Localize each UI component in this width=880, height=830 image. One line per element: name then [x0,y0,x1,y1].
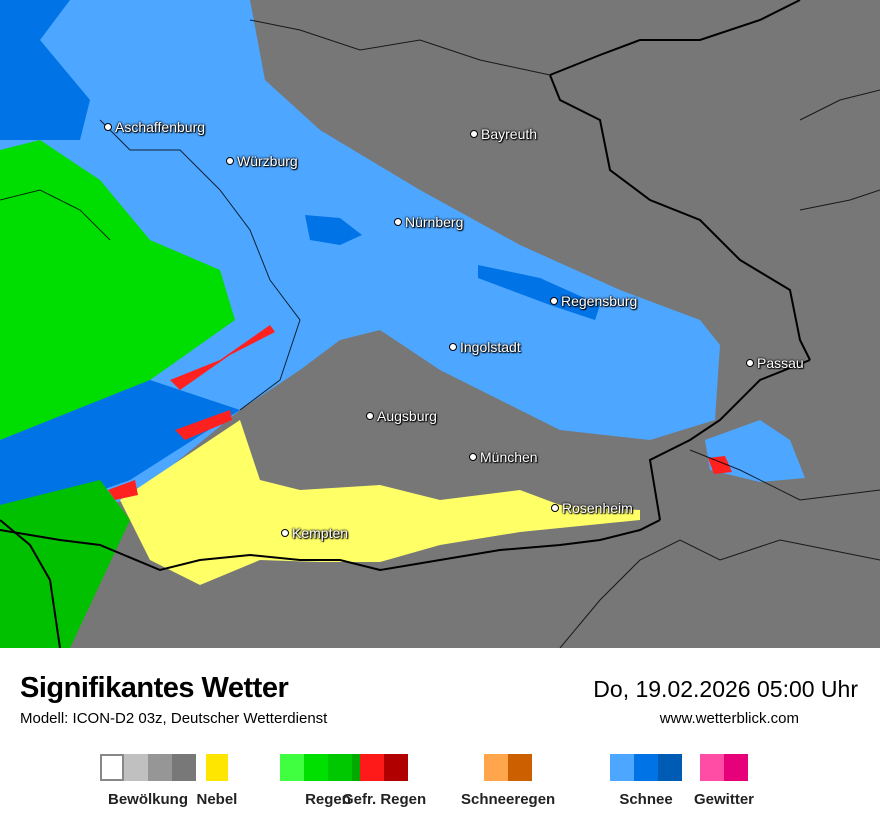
city-label: Kempten [292,525,349,541]
legend-item: Schnee [610,754,682,808]
city-label: Nürnberg [405,214,464,230]
legend-item: Nebel [196,754,238,808]
city-marker: München [469,449,538,465]
city-label: Passau [757,355,804,371]
city-marker: Kempten [281,525,348,541]
legend-label: Bewölkung [107,791,188,808]
city-marker: Nürnberg [394,214,463,230]
legend-label: Regen [305,791,351,808]
weather-map: Aschaffenburg Würzburg Bayreuth Nürnberg… [0,0,880,648]
legend-label: Gewitter [694,791,755,808]
legend-swatch [384,754,409,781]
legend-label: Gefr. Regen [342,791,427,808]
city-label: München [480,449,538,465]
city-marker: Bayreuth [470,126,537,142]
legend-swatches [205,754,228,781]
heavy-snow-area [0,0,90,140]
heavy-snow-regensburg [478,265,600,320]
footer: Signifikantes Wetter Modell: ICON-D2 03z… [0,648,880,830]
legend-swatch [124,754,148,781]
city-marker: Aschaffenburg [104,119,205,135]
legend-label: Schneeregen [461,791,556,808]
heavy-snow-band [0,380,240,510]
legend-item: Gefr. Regen [342,754,426,808]
legend-swatch [724,754,748,781]
website-link[interactable]: www.wetterblick.com [659,710,799,727]
freezing-rain [708,456,732,474]
legend-swatch [172,754,196,781]
legend-label: Nebel [196,791,238,808]
city-label: Regensburg [561,293,638,309]
fog-area [120,420,640,585]
state-border [0,19,880,648]
map-title: Signifikantes Wetter [20,672,289,704]
city-label: Ingolstadt [460,339,521,355]
legend-swatch [634,754,658,781]
freezing-rain [170,325,275,390]
legend-label: Schnee [619,791,673,808]
city-label: Aschaffenburg [115,119,206,135]
country-border [0,0,811,648]
city-marker: Augsburg [366,408,437,424]
legend-item: Gewitter [694,754,754,808]
legend-swatch [658,754,682,781]
legend-swatch [700,754,724,781]
legend-swatch [304,754,328,781]
legend-swatches [610,754,682,781]
legend-swatch [148,754,172,781]
legend-swatches [484,754,533,781]
legend-swatch [205,754,228,781]
legend-swatch [360,754,385,781]
city-marker: Würzburg [226,153,298,169]
city-label: Augsburg [377,408,437,424]
rain-area [0,140,235,440]
model-info: Modell: ICON-D2 03z, Deutscher Wetterdie… [20,710,328,727]
forecast-datetime: Do, 19.02.2026 05:00 Uhr [593,676,858,702]
legend-swatch [100,754,124,781]
city-label: Rosenheim [562,500,633,516]
city-label: Bayreuth [481,126,538,142]
heavy-snow-nuernberg [305,215,362,245]
legend-swatch [610,754,634,781]
city-marker: Rosenheim [551,500,633,516]
legend-item: Bewölkung [100,754,196,808]
city-marker: Passau [746,355,804,371]
rain-area-south [0,480,130,648]
map-layers [0,0,880,648]
legend-swatches [100,754,196,781]
legend-swatch [484,754,509,781]
city-marker: Regensburg [550,293,637,309]
legend-item: Schneeregen [461,754,555,808]
city-marker: Ingolstadt [449,339,521,355]
legend-swatch [280,754,304,781]
city-label: Würzburg [237,153,298,169]
legend-swatch [508,754,533,781]
freezing-rain [175,410,232,440]
legend-swatches [700,754,748,781]
freezing-rain [108,480,138,500]
legend-swatches [360,754,409,781]
legend-swatch [328,754,352,781]
